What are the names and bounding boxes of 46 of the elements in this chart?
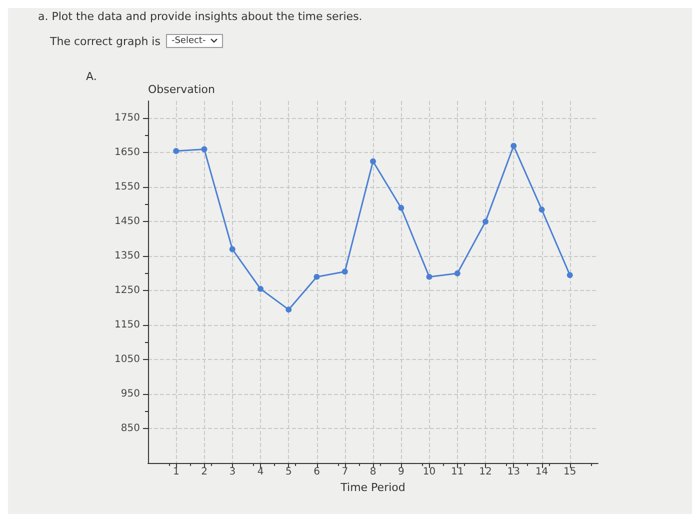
point <box>566 272 573 278</box>
point <box>538 206 545 213</box>
x-tick-label: 15 <box>564 466 576 478</box>
x-tick-label: 6 <box>314 466 320 478</box>
y-tick-label: 850 <box>120 423 140 434</box>
point <box>426 274 432 280</box>
point <box>370 158 376 164</box>
x-tick-label: 14 <box>535 466 548 478</box>
y-tick-label: 1150 <box>114 320 140 331</box>
x-axis-title: Time Period <box>340 480 406 494</box>
x-tick-label: 4 <box>257 466 264 478</box>
y-tick-label: 1750 <box>114 112 140 124</box>
y-tick-label: 1550 <box>114 182 140 193</box>
x-tick-label: 3 <box>229 466 236 478</box>
point <box>229 246 236 252</box>
y-tick-label: 1450 <box>114 216 140 228</box>
point <box>314 274 320 280</box>
x-tick-label: 10 <box>422 466 436 478</box>
text: A. <box>86 70 97 83</box>
y-tick-label: 1650 <box>114 147 140 158</box>
x-tick-label: 1 <box>172 466 180 478</box>
x-tick-label: 11 <box>451 466 464 478</box>
point <box>398 204 404 211</box>
y-tick-label: 950 <box>120 388 140 400</box>
x-tick-label: 9 <box>398 466 404 478</box>
x-tick-label: 12 <box>479 466 492 478</box>
point <box>201 146 208 152</box>
point <box>454 270 460 276</box>
y-axis-title: Observation <box>148 83 216 96</box>
point <box>258 286 264 292</box>
text: -Select- <box>171 36 206 46</box>
chart-subtitle: The correct graph is <box>50 34 160 48</box>
x-tick-label: 5 <box>285 466 292 478</box>
point <box>286 306 292 313</box>
point <box>342 268 348 275</box>
y-tick-label: 1050 <box>114 354 140 366</box>
point <box>173 148 180 154</box>
chart-title: a. Plot the data and provide insights about the time series. <box>38 10 362 23</box>
point <box>482 218 488 225</box>
x-tick-label: 7 <box>342 466 348 478</box>
y-tick-label: 1350 <box>114 250 140 262</box>
x-tick-label: 2 <box>201 466 208 478</box>
y-tick-label: 1250 <box>114 285 140 296</box>
x-tick-label: 8 <box>370 466 376 478</box>
point <box>510 142 517 149</box>
x-tick-label: 13 <box>507 466 520 478</box>
